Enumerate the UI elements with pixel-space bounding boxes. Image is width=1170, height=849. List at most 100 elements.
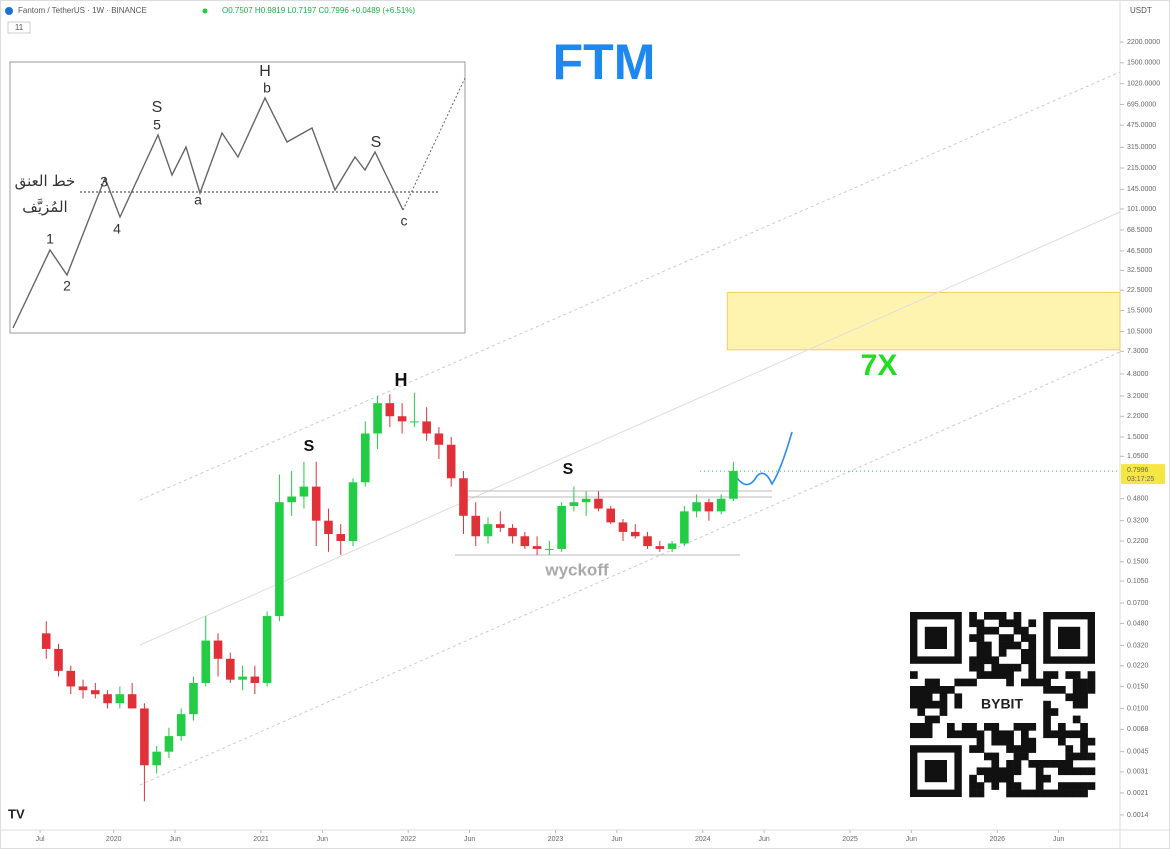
- candle-body: [78, 686, 88, 691]
- qr-module: [969, 723, 977, 731]
- countdown: 03:17:25: [1127, 476, 1154, 483]
- qr-module: [1065, 671, 1074, 679]
- qr-module: [998, 671, 1007, 679]
- qr-module: [991, 767, 1000, 776]
- zone-layer: [726, 291, 1121, 351]
- qr-module: [1028, 760, 1037, 768]
- candle-body: [483, 524, 493, 537]
- qr-module: [924, 715, 933, 724]
- qr-module: [1028, 737, 1037, 746]
- wave-label: a: [194, 192, 202, 208]
- qr-module: [991, 656, 1000, 665]
- y-tick-label: 2.2000: [1127, 413, 1149, 420]
- qr-module: [1080, 723, 1088, 731]
- y-tick-label: 695.0000: [1127, 101, 1156, 108]
- qr-module: [1035, 789, 1044, 798]
- candle-body: [324, 520, 333, 535]
- qr-module: [1013, 745, 1022, 753]
- wave-label: 4: [113, 221, 121, 237]
- qr-module: [969, 663, 977, 672]
- qr-module: [1080, 686, 1088, 694]
- qr-module: [1087, 782, 1096, 790]
- qr-module: [1050, 730, 1059, 739]
- qr-module: [1043, 774, 1051, 783]
- qr-module: [1021, 789, 1029, 798]
- qr-module: [961, 723, 970, 731]
- x-tick-label: Jun: [906, 836, 917, 843]
- qr-module: [976, 649, 985, 657]
- qr-module: [1050, 760, 1059, 768]
- qr-module: [976, 745, 985, 753]
- qr-module: [1072, 715, 1081, 724]
- candle-body: [336, 534, 346, 541]
- channel-middle: [139, 211, 1121, 646]
- qr-module: [1006, 634, 1014, 642]
- annotation: S: [304, 438, 315, 455]
- candle-body: [557, 505, 566, 549]
- qr-module: [991, 671, 1000, 679]
- qr-module: [1013, 619, 1022, 628]
- qr-module: [984, 752, 992, 761]
- y-tick-label: 0.1500: [1127, 559, 1149, 566]
- qr-module: [1006, 737, 1014, 746]
- wave-label: 1: [46, 231, 54, 247]
- qr-module: [1087, 678, 1096, 687]
- qr-module: [1050, 686, 1059, 694]
- y-tick-label: 0.0014: [1127, 812, 1149, 819]
- wave-label: S: [371, 134, 382, 151]
- qr-module: [932, 678, 940, 687]
- candle-body: [348, 482, 358, 541]
- qr-module: [969, 656, 977, 665]
- candle-body: [495, 524, 505, 528]
- qr-module: [1021, 723, 1029, 731]
- qr-module: [1072, 693, 1081, 702]
- projection-curve: [736, 431, 793, 486]
- qr-module: [1021, 737, 1029, 746]
- y-tick-label: 4.8000: [1127, 371, 1149, 378]
- y-tick-label: 10.5000: [1127, 328, 1152, 335]
- qr-module: [917, 700, 926, 709]
- qr-module: [954, 678, 963, 687]
- qr-module: [969, 612, 977, 620]
- candle-body: [189, 682, 198, 715]
- qr-module: [1080, 782, 1088, 790]
- qr-module: [932, 715, 940, 724]
- candle-body: [54, 648, 63, 671]
- qr-module: [1028, 789, 1037, 798]
- qr-module: [939, 686, 948, 694]
- qr-module: [1058, 767, 1066, 776]
- qr-module: [1065, 760, 1074, 768]
- qr-module: [969, 789, 977, 798]
- qr-module: [1080, 767, 1088, 776]
- qr-module: [1072, 678, 1081, 687]
- y-tick-label: 3.2000: [1127, 393, 1149, 400]
- qr-module: [1087, 686, 1096, 694]
- status-dot: [202, 8, 208, 14]
- qr-module: [1043, 789, 1051, 798]
- inset: 1 2 3 4 5 S a H b S c خط العنق المُزيَّف: [9, 61, 466, 334]
- qr-module: [1006, 767, 1014, 776]
- qr-module: [1043, 730, 1051, 739]
- qr-module: [1058, 730, 1066, 739]
- y-tick-label: 0.0700: [1127, 600, 1149, 607]
- candle-body: [716, 498, 726, 512]
- qr-module: [1050, 708, 1059, 716]
- candle-body: [262, 616, 272, 683]
- y-tick-label: 0.0480: [1127, 620, 1149, 627]
- y-tick-label: 1.0500: [1127, 453, 1149, 460]
- y-tick-label: 32.5000: [1127, 267, 1152, 274]
- y-tick-label: 0.1050: [1127, 578, 1149, 585]
- qr-module: [1080, 789, 1088, 798]
- qr-module: [991, 752, 1000, 761]
- price-tag: [1121, 464, 1165, 485]
- candle-body: [434, 433, 444, 445]
- qr-module: [1072, 671, 1081, 679]
- qr-module: [1021, 649, 1029, 657]
- candle-body: [127, 694, 137, 709]
- qr-module: [976, 730, 985, 739]
- qr-module: [969, 730, 977, 739]
- qr-module: [1035, 760, 1044, 768]
- qr-module: [1006, 760, 1014, 768]
- qr-module: [1087, 767, 1096, 776]
- qr-module: [1043, 700, 1051, 709]
